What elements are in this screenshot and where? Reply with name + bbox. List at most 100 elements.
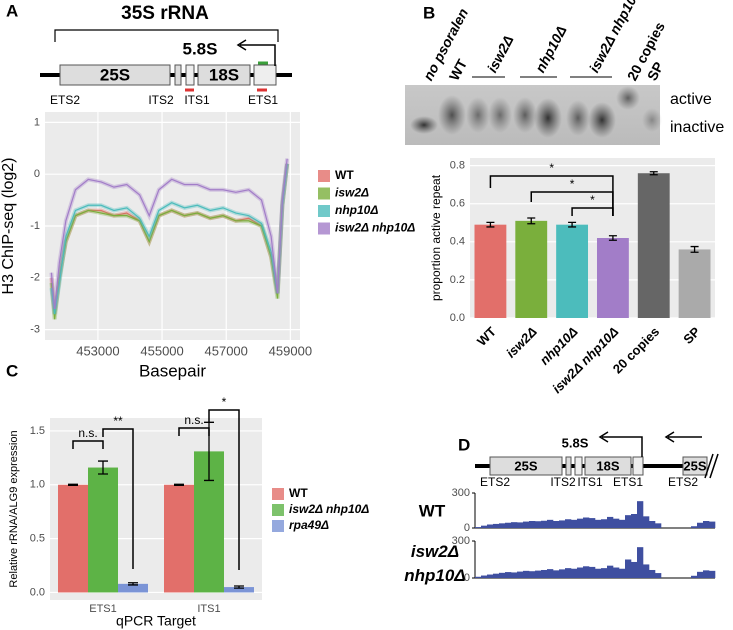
line-series-core bbox=[50, 163, 288, 315]
track-label: WT bbox=[419, 501, 446, 520]
legend-key bbox=[318, 222, 330, 235]
band-label: active bbox=[670, 91, 712, 108]
error-bar bbox=[234, 585, 244, 589]
segment-label: 18S bbox=[596, 458, 619, 473]
significance-bracket bbox=[208, 409, 240, 570]
legend-label: nhp10Δ bbox=[335, 203, 378, 217]
y-axis-label: proportion active repeat bbox=[429, 174, 443, 301]
error-bar bbox=[649, 171, 658, 176]
coverage-bin bbox=[697, 522, 704, 528]
coverage-bin bbox=[637, 501, 644, 528]
coverage-bin bbox=[691, 575, 698, 578]
legend-label: WT bbox=[335, 168, 354, 182]
coverage-bin bbox=[511, 522, 518, 528]
error-bar bbox=[568, 221, 577, 228]
coverage-bin bbox=[619, 519, 626, 528]
gel-band bbox=[488, 97, 512, 133]
bar bbox=[58, 484, 88, 593]
bar bbox=[118, 583, 148, 593]
y-tick-label: 1.0 bbox=[30, 479, 45, 491]
gene-box bbox=[632, 456, 644, 476]
error-bar bbox=[174, 483, 184, 486]
coverage-bin bbox=[607, 516, 614, 528]
coverage-bin bbox=[517, 522, 524, 528]
arrow bbox=[598, 431, 643, 457]
line-series-core bbox=[50, 163, 288, 320]
legend-key bbox=[318, 170, 330, 182]
gene-box bbox=[185, 64, 195, 86]
coverage-bin bbox=[637, 547, 644, 578]
error-bar bbox=[690, 245, 699, 253]
bar bbox=[596, 238, 629, 318]
legend-key bbox=[272, 504, 284, 516]
segment-label: 25S bbox=[100, 65, 130, 84]
coverage-bin bbox=[577, 518, 584, 528]
gene-box bbox=[59, 64, 171, 86]
coverage-bin bbox=[589, 566, 596, 578]
coverage-bin bbox=[499, 572, 506, 578]
coverage-bin bbox=[649, 569, 656, 578]
break-mark bbox=[704, 453, 719, 479]
legend-key bbox=[272, 488, 284, 500]
legend-label: isw2Δ bbox=[335, 186, 369, 200]
coverage-bin bbox=[595, 519, 602, 528]
significance-label: * bbox=[590, 193, 595, 207]
coverage-bin bbox=[547, 569, 554, 578]
coverage-bin bbox=[655, 573, 662, 578]
bar bbox=[515, 220, 548, 318]
coverage-bin bbox=[613, 518, 620, 528]
coverage-bin bbox=[625, 559, 632, 578]
coverage-bin bbox=[481, 575, 488, 578]
coverage-bin bbox=[709, 570, 716, 578]
coverage-bin bbox=[583, 566, 590, 578]
coverage-bin bbox=[601, 519, 608, 528]
y-tick-label: 300 bbox=[452, 487, 470, 499]
panel-letter: A bbox=[6, 1, 18, 20]
legend-key bbox=[272, 520, 284, 532]
bracket bbox=[54, 29, 279, 42]
coverage-bin bbox=[643, 564, 650, 578]
segment-label: 5.8S bbox=[183, 39, 218, 58]
gel-band bbox=[466, 97, 490, 133]
y-tick-label: 0.0 bbox=[450, 312, 465, 324]
lane-label: nhp10Δ bbox=[532, 23, 570, 75]
coverage-bin bbox=[607, 565, 614, 578]
bar bbox=[88, 467, 118, 593]
coverage-bin bbox=[523, 521, 530, 528]
region-label: ETS1 bbox=[248, 93, 278, 107]
x-tick-label: ETS1 bbox=[89, 603, 117, 615]
region-label: ITS1 bbox=[577, 475, 603, 489]
coverage-bin bbox=[571, 568, 578, 578]
coverage-bin bbox=[493, 573, 500, 578]
gel-band bbox=[642, 108, 662, 132]
bar bbox=[556, 224, 589, 318]
coverage-bin bbox=[571, 519, 578, 528]
gel-band bbox=[534, 98, 562, 138]
x-tick-label: ITS1 bbox=[197, 603, 220, 615]
region-label: ETS1 bbox=[613, 475, 643, 489]
panel-letter: B bbox=[423, 3, 435, 22]
gene-box bbox=[565, 456, 572, 476]
region-label: ITS2 bbox=[148, 93, 174, 107]
coverage-bin bbox=[565, 568, 572, 578]
coverage-bin bbox=[541, 569, 548, 578]
coverage-bin bbox=[475, 576, 482, 578]
coverage-bin bbox=[643, 516, 650, 528]
y-tick-label: -1 bbox=[30, 220, 40, 232]
bar bbox=[224, 587, 254, 593]
coverage-bin bbox=[535, 521, 542, 528]
coverage-bin bbox=[583, 517, 590, 528]
coverage-bin bbox=[631, 514, 638, 528]
gene-box bbox=[253, 64, 277, 86]
coverage-bin bbox=[631, 561, 638, 578]
legend-label: rpa49Δ bbox=[289, 518, 329, 532]
gel-band bbox=[566, 100, 590, 136]
significance-bracket bbox=[72, 440, 104, 449]
y-tick-label: -3 bbox=[30, 324, 40, 336]
x-tick-label: 453000 bbox=[76, 343, 119, 358]
y-tick-label: 0.5 bbox=[30, 533, 45, 545]
x-tick-label: 459000 bbox=[269, 343, 312, 358]
gel-band bbox=[513, 97, 537, 133]
coverage-bin bbox=[601, 568, 608, 578]
